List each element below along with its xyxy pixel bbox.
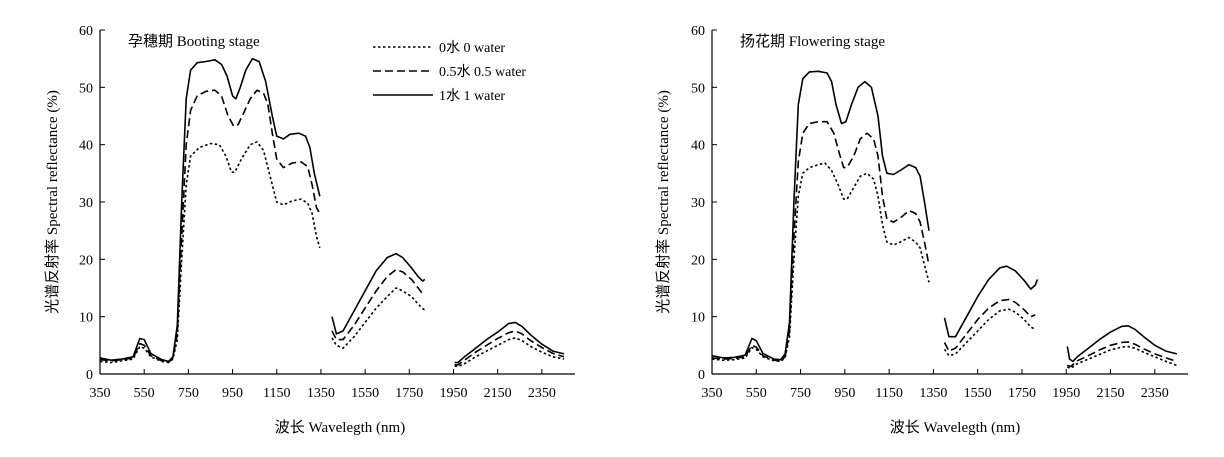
x-tick-label: 350 (90, 386, 111, 401)
x-tick-label: 1350 (307, 386, 335, 401)
chart-flowering-stage: 0 10 20 30 40 50 60 350 550 750 950 1150 1350 1550 175… (655, 24, 1188, 436)
series-line-dotted (711, 162, 930, 363)
y-tick-label: 30 (691, 196, 705, 211)
y-tick-label: 10 (79, 311, 93, 326)
series-line-dashed (99, 89, 321, 364)
y-axis-label: 光谱反射率 Spectral reflectance (%) (44, 90, 61, 314)
x-tick-label: 1950 (1052, 386, 1080, 401)
x-tick-label: 550 (134, 386, 155, 401)
x-tick-label: 1550 (351, 386, 379, 401)
y-tick-label: 10 (691, 311, 705, 326)
x-tick-label: 950 (222, 386, 243, 401)
y-tick-label: 30 (79, 196, 93, 211)
legend-label: 0.5水 0.5 water (439, 64, 526, 80)
y-tick-label: 20 (79, 253, 93, 268)
x-tick-label: 1350 (919, 386, 947, 401)
legend-label: 0水 0 water (439, 40, 505, 56)
x-tick-label: 750 (178, 386, 199, 401)
x-tick-label: 2150 (1097, 386, 1125, 401)
series-line-dashed (1067, 341, 1178, 368)
series-line-solid (331, 252, 426, 335)
x-tick-label: 1950 (439, 386, 467, 401)
series-line-dotted (943, 308, 1036, 357)
y-tick-label: 40 (79, 139, 93, 154)
series-line-solid (1066, 325, 1178, 363)
stage-title: 孕穗期 Booting stage (128, 33, 260, 50)
x-tick-label: 1750 (395, 386, 423, 401)
chart-booting-stage: 0 10 20 30 40 50 60 350 550 750 950 1150 1350 1550 175… (44, 24, 575, 436)
x-tick-label: 550 (746, 386, 767, 401)
stage-title: 扬花期 Flowering stage (740, 33, 885, 50)
x-tick-label: 2150 (484, 386, 512, 401)
y-tick-label: 60 (79, 24, 93, 39)
x-tick-label: 1150 (263, 386, 290, 401)
x-tick-label: 2350 (528, 386, 556, 401)
series-line-dashed (454, 330, 565, 366)
y-tick-label: 20 (691, 253, 705, 268)
series-line-dashed (711, 120, 930, 362)
series-line-solid (943, 265, 1039, 338)
y-tick-label: 40 (691, 139, 705, 154)
y-axis-label: 光谱反射率 Spectral reflectance (%) (655, 90, 672, 314)
x-tick-label: 1750 (1008, 386, 1036, 401)
legend-label: 1水 1 water (439, 88, 505, 104)
series-line-dotted (99, 141, 321, 364)
x-axis-label: 波长 Wavelegth (nm) (890, 419, 1020, 436)
series-line-solid (711, 70, 930, 361)
x-axis-label: 波长 Wavelegth (nm) (275, 419, 405, 436)
series-line-dotted (331, 287, 426, 349)
x-tick-label: 1150 (875, 386, 902, 401)
y-tick-label: 60 (691, 24, 705, 39)
x-tick-label: 2350 (1141, 386, 1169, 401)
series-line-dotted (454, 337, 565, 368)
y-tick-label: 0 (86, 368, 93, 383)
x-tick-label: 1550 (964, 386, 992, 401)
series-line-dashed (943, 298, 1036, 352)
x-tick-label: 750 (790, 386, 811, 401)
y-tick-label: 50 (691, 81, 705, 96)
series-line-solid (454, 321, 565, 364)
legend: 0水 0 water 0.5水 0.5 water 1水 1 water (373, 40, 526, 104)
series-line-dashed (331, 268, 425, 341)
series-line-dotted (1067, 345, 1178, 370)
series-line-solid (99, 57, 321, 363)
x-tick-label: 950 (834, 386, 855, 401)
y-tick-label: 0 (698, 368, 705, 383)
y-tick-label: 50 (79, 81, 93, 96)
x-tick-label: 350 (702, 386, 723, 401)
